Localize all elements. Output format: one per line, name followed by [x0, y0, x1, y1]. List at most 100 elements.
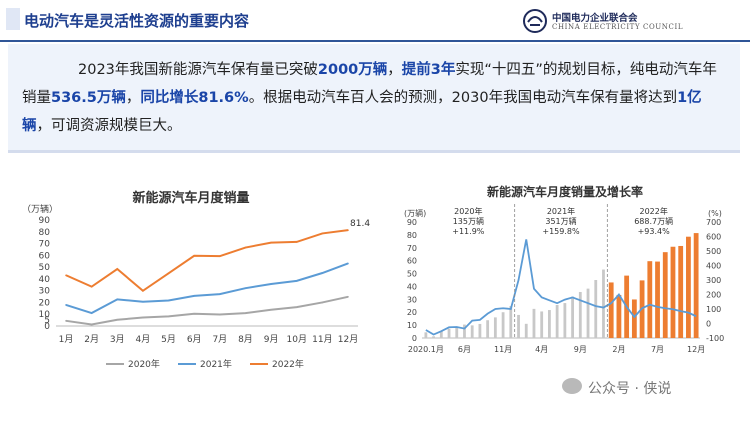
- series-line-2020年: [65, 295, 349, 326]
- annotation-total: 135万辆: [453, 216, 484, 226]
- bar: [670, 246, 676, 338]
- data-point: [321, 301, 324, 304]
- x-tick-label: 8月: [238, 334, 253, 345]
- annotation-growth: +93.4%: [638, 227, 671, 236]
- end-value-label: 81.4: [350, 219, 370, 229]
- summary-text: 2023年我国新能源汽车保有量已突破: [78, 62, 318, 78]
- bar: [594, 280, 598, 338]
- y-right-tick-label: 400: [706, 262, 721, 271]
- bar: [602, 269, 605, 338]
- y-tick-label: 20: [39, 298, 51, 308]
- x-tick-label: 12月: [687, 345, 705, 354]
- summary-highlight: 同比增长81.6%: [140, 90, 249, 106]
- bar: [608, 282, 614, 338]
- cec-logo: 中国电力企业联合会 CHINA ELECTRICITY COUNCIL: [522, 8, 722, 36]
- bar: [647, 261, 653, 338]
- bar: [693, 233, 699, 338]
- bar: [631, 299, 637, 338]
- x-tick-label: 10月: [287, 334, 307, 345]
- chart-title: 新能源汽车月度销量: [132, 190, 249, 206]
- watermark-text: 公众号 · 侠说: [588, 381, 672, 397]
- summary-highlight: 2000万辆: [317, 62, 388, 78]
- series-line-2021年: [65, 262, 349, 315]
- data-point: [347, 229, 349, 231]
- y-tick-label: 80: [39, 228, 51, 238]
- y-left-tick-label: 50: [407, 270, 417, 279]
- data-point: [244, 312, 247, 314]
- bar: [517, 314, 520, 338]
- data-point: [219, 293, 221, 295]
- logo-text-cn: 中国电力企业联合会: [552, 13, 638, 24]
- data-point: [65, 304, 67, 306]
- bar: [662, 252, 668, 338]
- legend-label: 2021年: [200, 358, 232, 370]
- summary-text: ，: [125, 90, 141, 106]
- y-right-tick-label: 500: [706, 247, 721, 256]
- bar: [655, 261, 660, 338]
- bar: [563, 303, 567, 338]
- y-right-tick-label: 700: [706, 218, 721, 227]
- summary-text: 实现“十四五”的规划目标，纯电动汽车年销量: [22, 62, 717, 106]
- data-point: [116, 318, 119, 321]
- data-point: [142, 300, 144, 303]
- sales-growth-chart-panel: 新能源汽车月度销量及增长率 (万辆) (%) 0 10 20 30 40 50 60 70 80 90 -…: [390, 168, 740, 390]
- bar: [540, 311, 544, 338]
- data-point: [244, 287, 247, 289]
- y-left-tick-label: 20: [407, 308, 417, 317]
- legend-label: 2022年: [272, 358, 304, 370]
- bar: [455, 327, 459, 338]
- bar: [555, 305, 559, 338]
- data-point: [90, 312, 93, 314]
- slide-header: 电动汽车是灵活性资源的重要内容 中国电力企业联合会 CHINA ELECTRIC…: [0, 0, 750, 42]
- x-tick-label: 4月: [535, 345, 548, 354]
- bar: [548, 310, 551, 338]
- annotation-total: 688.7万辆: [634, 216, 673, 226]
- y-right-tick-label: 200: [706, 291, 721, 300]
- summary-highlight: 536.5万辆: [51, 90, 126, 106]
- y-left-tick-label: 70: [407, 244, 417, 253]
- x-tick-label: 2月: [84, 334, 99, 345]
- x-tick-label: 2020.1月: [408, 345, 444, 354]
- x-tick-label: 3月: [110, 334, 125, 345]
- y-left-tick-label: 10: [407, 321, 417, 330]
- y-tick-label: 10: [39, 310, 51, 320]
- annotation-year: 2021年: [547, 206, 575, 216]
- y-left-tick-label: 90: [407, 218, 417, 227]
- bar: [447, 328, 451, 338]
- x-tick-label: 9月: [264, 334, 279, 345]
- summary-text: 。根据电动汽车百人会的预测，2030年我国电动汽车保有量将达到: [248, 90, 678, 106]
- data-point: [347, 295, 349, 298]
- y-left-tick-label: 30: [407, 295, 417, 304]
- data-point: [244, 246, 247, 249]
- data-point: [321, 272, 324, 274]
- bar: [686, 236, 691, 338]
- logo-text-en: CHINA ELECTRICITY COUNCIL: [552, 23, 684, 31]
- annotation-year: 2020年: [454, 206, 482, 216]
- y-left-tick-label: 0: [412, 334, 417, 343]
- growth-rate-line: [425, 239, 697, 336]
- x-tick-label: 6月: [458, 345, 471, 354]
- bar: [486, 320, 490, 338]
- y-tick-label: 40: [39, 275, 51, 285]
- x-tick-label: 6月: [187, 334, 202, 345]
- x-tick-label: 1月: [59, 334, 74, 345]
- y-left-tick-label: 80: [407, 231, 417, 240]
- data-point: [193, 295, 195, 297]
- y-left-tick-label: 40: [407, 282, 417, 291]
- data-point: [347, 262, 349, 265]
- summary-highlight: 提前3年: [401, 62, 456, 78]
- data-point: [116, 298, 119, 301]
- bar: [616, 294, 622, 338]
- x-tick-label: 7月: [212, 334, 227, 345]
- y-tick-label: 30: [39, 287, 51, 297]
- x-tick-label: 11月: [494, 345, 512, 354]
- legend-label: 2020年: [128, 358, 160, 370]
- bar: [463, 324, 466, 338]
- y-left-tick-label: 60: [407, 257, 417, 266]
- y-right-tick-label: 100: [706, 305, 721, 314]
- data-point: [295, 241, 298, 243]
- summary-text: ，可调资源规模巨大。: [36, 118, 182, 134]
- bar: [571, 296, 574, 338]
- data-point: [116, 268, 119, 270]
